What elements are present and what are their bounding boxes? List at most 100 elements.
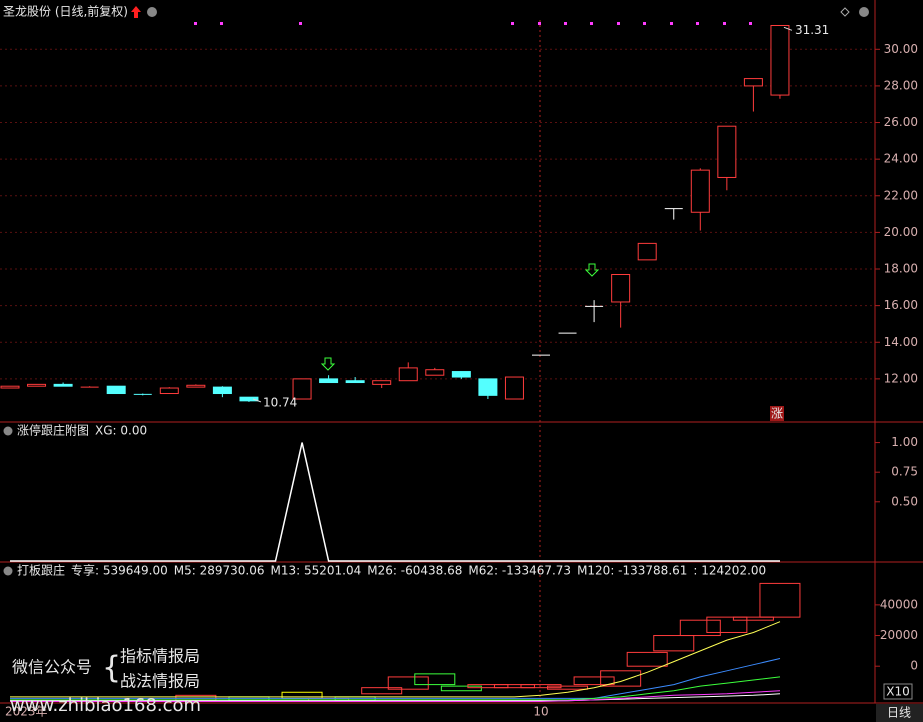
candle-body	[186, 384, 206, 388]
signal-dot	[696, 22, 699, 25]
y-tick-label: 18.00	[884, 262, 918, 276]
watermark-line: 指标情报局	[120, 647, 200, 666]
candle-body	[212, 386, 232, 395]
indicator-line	[10, 442, 780, 562]
box	[440, 685, 482, 692]
box	[547, 685, 589, 690]
watermark-label: 微信公众号	[12, 658, 92, 677]
buy-arrow	[320, 357, 336, 371]
ma-line	[10, 658, 781, 699]
y-tick-label: 40000	[880, 597, 918, 611]
ma-line	[10, 621, 781, 698]
y-tick-label: 1.00	[891, 435, 918, 449]
signal-dot	[511, 22, 514, 25]
legend-item: M5: 289730.06	[174, 564, 265, 578]
box	[626, 651, 668, 667]
candle-body	[106, 385, 126, 395]
watermark-line: 战法情报局	[120, 672, 200, 691]
candle-body	[504, 376, 524, 400]
limit-badge-box	[770, 406, 784, 421]
candle-body	[743, 78, 763, 87]
y-tick-label: 20000	[880, 628, 918, 642]
x-tick-label: 2023年	[5, 705, 48, 719]
candle-body	[425, 369, 445, 376]
box	[732, 616, 774, 621]
box	[414, 673, 456, 686]
candle-body	[159, 387, 179, 395]
high-label: 31.31	[795, 23, 829, 37]
y-tick-label: 26.00	[884, 115, 918, 129]
pointer	[783, 26, 793, 31]
ma-line	[10, 676, 781, 701]
up-icon	[131, 6, 141, 18]
candle-body	[239, 396, 259, 402]
box	[361, 687, 403, 695]
signal-dot	[617, 22, 620, 25]
diamond-icon[interactable]	[840, 7, 850, 17]
box	[679, 619, 721, 637]
ma-line	[10, 690, 781, 702]
legend-item: : 124202.00	[693, 564, 766, 578]
candle-body	[292, 378, 312, 400]
box	[573, 676, 615, 686]
signal-dot	[590, 22, 593, 25]
watermark-url: www.zhibiao168.com	[10, 695, 201, 716]
candle-body	[690, 169, 710, 213]
period-label: 日线	[887, 706, 911, 720]
box	[493, 684, 535, 689]
candle-body	[717, 125, 737, 178]
y-tick-label: 14.00	[884, 335, 918, 349]
panel-subtitle: XG: 0.00	[95, 424, 147, 438]
legend-item: M62: -133467.73	[468, 564, 571, 578]
menu-icon[interactable]	[859, 7, 869, 17]
menu-icon[interactable]	[3, 426, 13, 436]
box	[706, 616, 748, 633]
buy-arrow	[584, 263, 600, 277]
y-tick-label: 30.00	[884, 42, 918, 56]
signal-dot	[538, 22, 541, 25]
box	[653, 635, 695, 652]
y-tick-label: 22.00	[884, 188, 918, 202]
candle-body	[0, 385, 20, 389]
candle-body	[611, 274, 631, 303]
chart-title: 圣龙股份 (日线,前复权)	[3, 4, 128, 19]
y-tick-label: 0.75	[891, 465, 918, 479]
legend-item: 打板跟庄	[17, 563, 65, 578]
legend: 打板跟庄 专享: 539649.00 M5: 289730.06 M13: 55201…	[17, 563, 766, 578]
y-tick-label: 16.00	[884, 298, 918, 312]
signal-dot	[220, 22, 223, 25]
menu-icon[interactable]	[147, 7, 157, 17]
legend-item: M120: -133788.61	[577, 564, 687, 578]
candle-body	[27, 383, 47, 387]
pointer	[252, 398, 262, 403]
signal-dot	[564, 22, 567, 25]
candle-body	[637, 242, 657, 261]
menu-icon[interactable]	[3, 566, 13, 576]
period-box[interactable]	[876, 704, 923, 722]
candle-body	[770, 24, 790, 96]
signal-dots	[194, 22, 752, 25]
zoom-label: X10	[886, 685, 910, 699]
y-tick-label: 24.00	[884, 152, 918, 166]
y-tick-label: 12.00	[884, 371, 918, 385]
candle-body	[451, 371, 471, 378]
y-tick-label: 20.00	[884, 225, 918, 239]
candle-body	[319, 378, 339, 384]
panel-title: 涨停跟庄附图	[17, 423, 89, 438]
ma-line	[10, 693, 781, 702]
signal-dot	[194, 22, 197, 25]
legend-item: M26: -60438.68	[367, 564, 462, 578]
brace: {	[102, 651, 121, 686]
candle-body	[53, 383, 73, 387]
x-tick-label: 10	[533, 705, 548, 719]
signal-dot	[299, 22, 302, 25]
candle-body	[398, 367, 418, 382]
zoom-box[interactable]	[883, 683, 913, 700]
box	[759, 582, 801, 618]
legend-item: 专享: 539649.00	[71, 563, 168, 578]
signal-dot	[749, 22, 752, 25]
box	[467, 684, 509, 689]
low-label: 10.74	[263, 395, 297, 409]
